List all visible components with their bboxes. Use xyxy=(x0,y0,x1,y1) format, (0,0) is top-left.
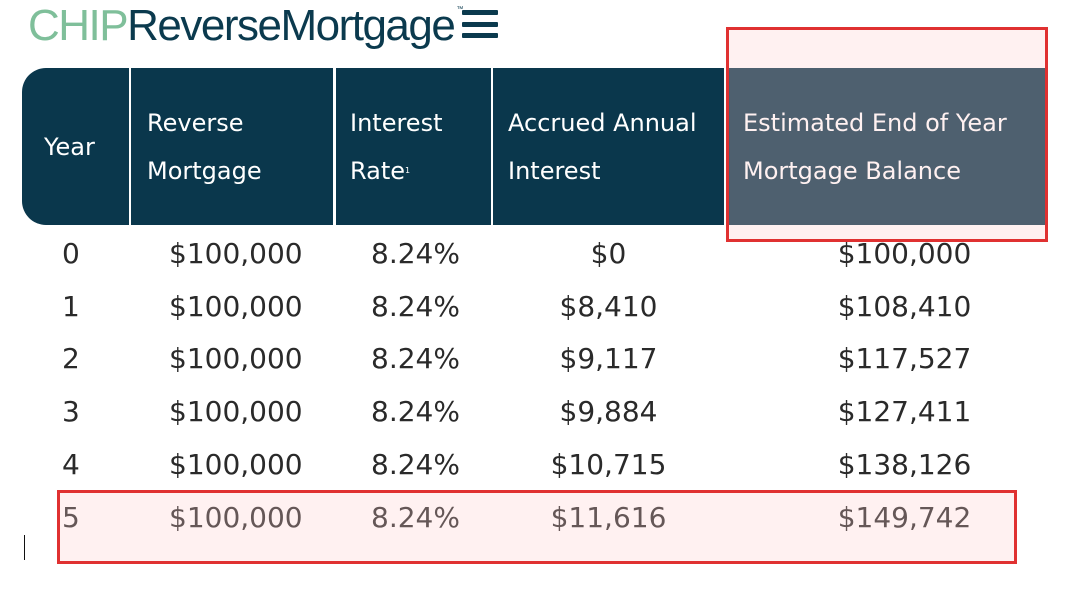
cell-interest-rate: 8.24% xyxy=(371,342,460,376)
cell-interest-rate: 8.24% xyxy=(371,500,460,534)
table-row: 0 $100,000 8.24% $0 $100,000 xyxy=(0,228,1070,281)
cell-interest-rate: 8.24% xyxy=(371,395,460,429)
table-row: 3 $100,000 8.24% $9,884 $127,411 xyxy=(0,386,1070,439)
cell-end-balance: $149,742 xyxy=(837,500,972,534)
table-row: 2 $100,000 8.24% $9,117 $117,527 xyxy=(0,333,1070,386)
cell-reverse-mortgage: $100,000 xyxy=(169,342,303,376)
hamburger-icon[interactable] xyxy=(462,10,498,38)
cell-reverse-mortgage: $100,000 xyxy=(169,237,303,270)
cell-accrued-interest: $11,616 xyxy=(550,500,667,534)
cell-interest-rate: 8.24% xyxy=(371,447,460,481)
cell-accrued-interest: $9,117 xyxy=(559,342,658,376)
header-accrued-interest: Accrued Annual Interest xyxy=(493,68,724,225)
logo-trademark: ™ xyxy=(456,6,464,13)
cell-accrued-interest: $10,715 xyxy=(550,447,667,481)
cell-reverse-mortgage: $100,000 xyxy=(169,289,303,323)
cell-year: 4 xyxy=(62,447,80,481)
logo-chip-text: CHIP xyxy=(28,1,129,50)
cell-year: 2 xyxy=(62,342,80,376)
cell-reverse-mortgage: $100,000 xyxy=(169,500,303,534)
cell-end-balance: $108,410 xyxy=(837,289,972,323)
header-end-balance: Estimated End of Year Mortgage Balance xyxy=(726,68,1048,225)
logo-reverse-mortgage-text: ReverseMortgage xyxy=(127,1,456,50)
cell-year: 0 xyxy=(62,237,80,270)
header-interest-rate: Interest Rate1 xyxy=(336,68,491,225)
header-year: Year xyxy=(22,68,129,225)
site-logo[interactable]: CHIPReverseMortgage ™ xyxy=(28,2,463,50)
cell-year: 1 xyxy=(62,289,80,323)
cell-end-balance: $138,126 xyxy=(837,447,972,481)
table-row: 1 $100,000 8.24% $8,410 $108,410 xyxy=(0,281,1070,334)
cell-year: 5 xyxy=(62,500,80,534)
interest-rate-label: Interest Rate xyxy=(350,108,443,185)
cell-accrued-interest: $0 xyxy=(590,237,627,270)
header-reverse-mortgage: Reverse Mortgage xyxy=(131,68,333,225)
cell-year: 3 xyxy=(62,395,80,429)
table-header: Year Reverse Mortgage Interest Rate1 Acc… xyxy=(0,68,1070,225)
footnote-marker: 1 xyxy=(405,165,411,175)
cell-end-balance: $127,411 xyxy=(837,395,972,429)
cell-accrued-interest: $8,410 xyxy=(559,289,658,323)
cell-accrued-interest: $9,884 xyxy=(559,395,658,429)
table-row: 4 $100,000 8.24% $10,715 $138,126 xyxy=(0,439,1070,492)
text-cursor xyxy=(24,535,25,560)
cell-end-balance: $117,527 xyxy=(837,342,972,376)
table-row: 5 $100,000 8.24% $11,616 $149,742 xyxy=(0,492,1070,545)
cell-reverse-mortgage: $100,000 xyxy=(169,395,303,429)
cell-end-balance: $100,000 xyxy=(837,237,972,270)
cell-reverse-mortgage: $100,000 xyxy=(169,447,303,481)
cell-interest-rate: 8.24% xyxy=(371,289,460,323)
cell-interest-rate: 8.24% xyxy=(371,237,460,270)
